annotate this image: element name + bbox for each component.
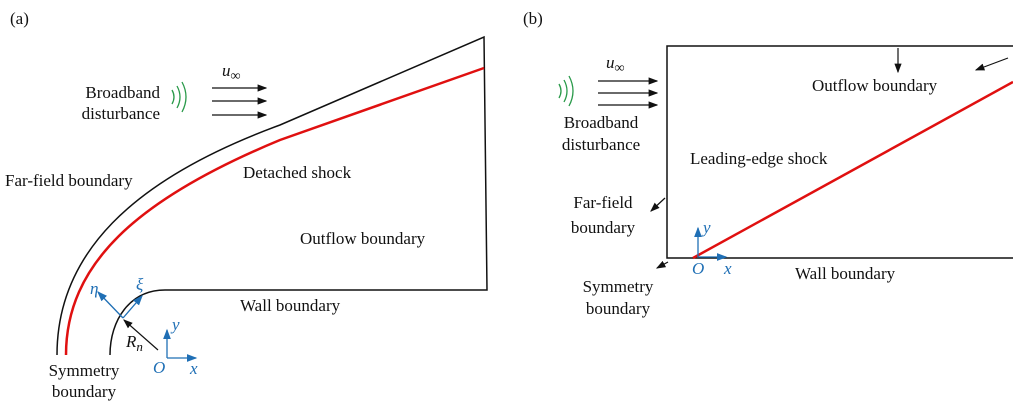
- freestream-arrows: [212, 84, 268, 119]
- x-axis: x: [189, 359, 198, 378]
- label: boundary: [571, 218, 636, 237]
- leading-edge-shock: [692, 80, 1013, 260]
- label: Wall boundary: [240, 296, 341, 315]
- label: Symmetry: [583, 277, 654, 296]
- panel-tag: (b): [523, 9, 543, 28]
- label: Outflow boundary: [300, 229, 426, 248]
- label: Broadband: [564, 113, 639, 132]
- label: disturbance: [562, 135, 640, 154]
- label: Symmetry: [49, 361, 120, 380]
- x-axis: x: [723, 259, 732, 278]
- label: boundary: [52, 382, 117, 401]
- origin: O: [692, 259, 704, 278]
- domain-boundary: [666, 45, 1013, 259]
- label: Detached shock: [243, 163, 352, 182]
- origin: O: [153, 358, 165, 377]
- label: Wall boundary: [795, 264, 896, 283]
- local-axes: [97, 291, 198, 362]
- y-axis: y: [170, 315, 180, 334]
- label: Far-field boundary: [5, 171, 133, 190]
- panel-tag: (a): [10, 9, 29, 28]
- xi: ξ: [136, 275, 144, 294]
- label: Far-field: [573, 193, 633, 212]
- label: Leading-edge shock: [690, 149, 828, 168]
- label: Outflow boundary: [812, 76, 938, 95]
- freestream-arrows: [598, 48, 1009, 269]
- eta: η: [90, 279, 98, 298]
- u-inf: u∞: [222, 61, 241, 84]
- detached-shock: [64, 66, 485, 356]
- label: boundary: [586, 299, 651, 318]
- disturbance-waves: [171, 81, 187, 113]
- disturbance-waves: [558, 75, 574, 107]
- u-inf: u∞: [606, 53, 625, 76]
- panel-b: (b) u∞ Broadband disturbance Outflow bou…: [523, 9, 1013, 318]
- radius: Rn: [125, 332, 143, 354]
- label: Broadband: [85, 83, 160, 102]
- axes: [694, 226, 728, 261]
- label: disturbance: [82, 104, 160, 123]
- radius-arrow: [123, 319, 159, 351]
- panel-a: (a) u∞ Broadband disturbance Far-field b…: [5, 9, 488, 401]
- domain-boundary: [56, 35, 488, 356]
- y-axis: y: [701, 218, 711, 237]
